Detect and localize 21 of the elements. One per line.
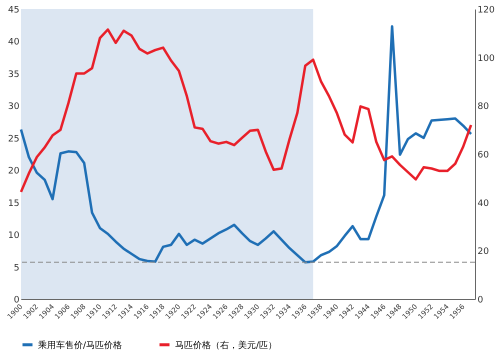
- y2-tick-label: 0: [478, 296, 484, 306]
- y2-tick-label: 40: [478, 198, 490, 209]
- line-series: [20, 25, 472, 264]
- line-series: [20, 28, 472, 194]
- y2-tick-label: 100: [478, 54, 495, 64]
- y2-tick-label: 60: [478, 150, 490, 160]
- y-tick-label: 15: [8, 198, 20, 209]
- y2-tick-label: 80: [478, 102, 490, 112]
- y-tick-label: 35: [8, 70, 20, 80]
- y-tick-label: 10: [8, 231, 20, 242]
- y-tick-label: 0: [14, 296, 20, 306]
- legend-label: 乘用车售价/马匹价格: [38, 340, 122, 351]
- y2-tick-label: 20: [478, 247, 490, 258]
- y-tick-label: 40: [8, 38, 20, 48]
- y2-tick-label: 120: [478, 6, 495, 16]
- y-tick-label: 5: [14, 263, 20, 274]
- y-tick-label: 45: [8, 6, 20, 16]
- y-tick-label: 20: [8, 166, 20, 177]
- legend-label: 马匹价格（右，美元/匹）: [175, 340, 278, 351]
- y-tick-label: 30: [8, 102, 20, 112]
- y-tick-label: 25: [8, 134, 20, 144]
